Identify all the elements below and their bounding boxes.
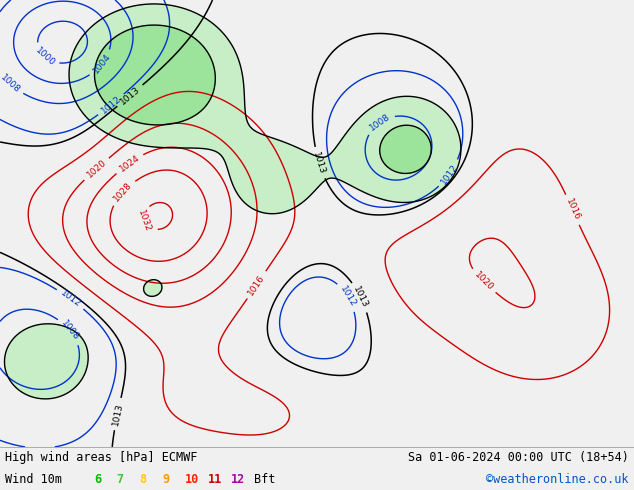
Text: High wind areas [hPa] ECMWF: High wind areas [hPa] ECMWF <box>5 451 197 464</box>
Text: 1032: 1032 <box>136 209 153 233</box>
Text: 1008: 1008 <box>368 112 392 133</box>
Text: 10: 10 <box>185 473 199 486</box>
Text: 1028: 1028 <box>112 181 134 204</box>
Text: 1013: 1013 <box>351 285 370 310</box>
Text: 1020: 1020 <box>472 270 495 293</box>
Text: 1012: 1012 <box>338 285 358 309</box>
Text: 1012: 1012 <box>100 94 123 115</box>
Text: Wind 10m: Wind 10m <box>5 473 62 486</box>
Text: 8: 8 <box>139 473 146 486</box>
Text: 1012: 1012 <box>58 289 82 309</box>
Text: Bft: Bft <box>254 473 275 486</box>
Text: 12: 12 <box>231 473 245 486</box>
Text: 1008: 1008 <box>0 73 22 95</box>
Text: 1004: 1004 <box>91 52 112 75</box>
Text: 1012: 1012 <box>439 162 460 186</box>
Text: 1008: 1008 <box>59 319 81 343</box>
Text: 11: 11 <box>208 473 222 486</box>
Text: 1000: 1000 <box>33 46 56 68</box>
Text: 7: 7 <box>117 473 124 486</box>
Text: 1024: 1024 <box>117 153 141 173</box>
Text: 1013: 1013 <box>111 402 124 426</box>
Text: Sa 01-06-2024 00:00 UTC (18+54): Sa 01-06-2024 00:00 UTC (18+54) <box>408 451 629 464</box>
Text: 1016: 1016 <box>564 197 581 222</box>
Text: 1013: 1013 <box>119 85 141 106</box>
Text: 1013: 1013 <box>311 150 327 175</box>
Text: 1016: 1016 <box>247 273 267 297</box>
Text: 9: 9 <box>162 473 169 486</box>
Text: ©weatheronline.co.uk: ©weatheronline.co.uk <box>486 473 629 486</box>
Text: 1020: 1020 <box>85 158 108 180</box>
Text: 6: 6 <box>94 473 101 486</box>
